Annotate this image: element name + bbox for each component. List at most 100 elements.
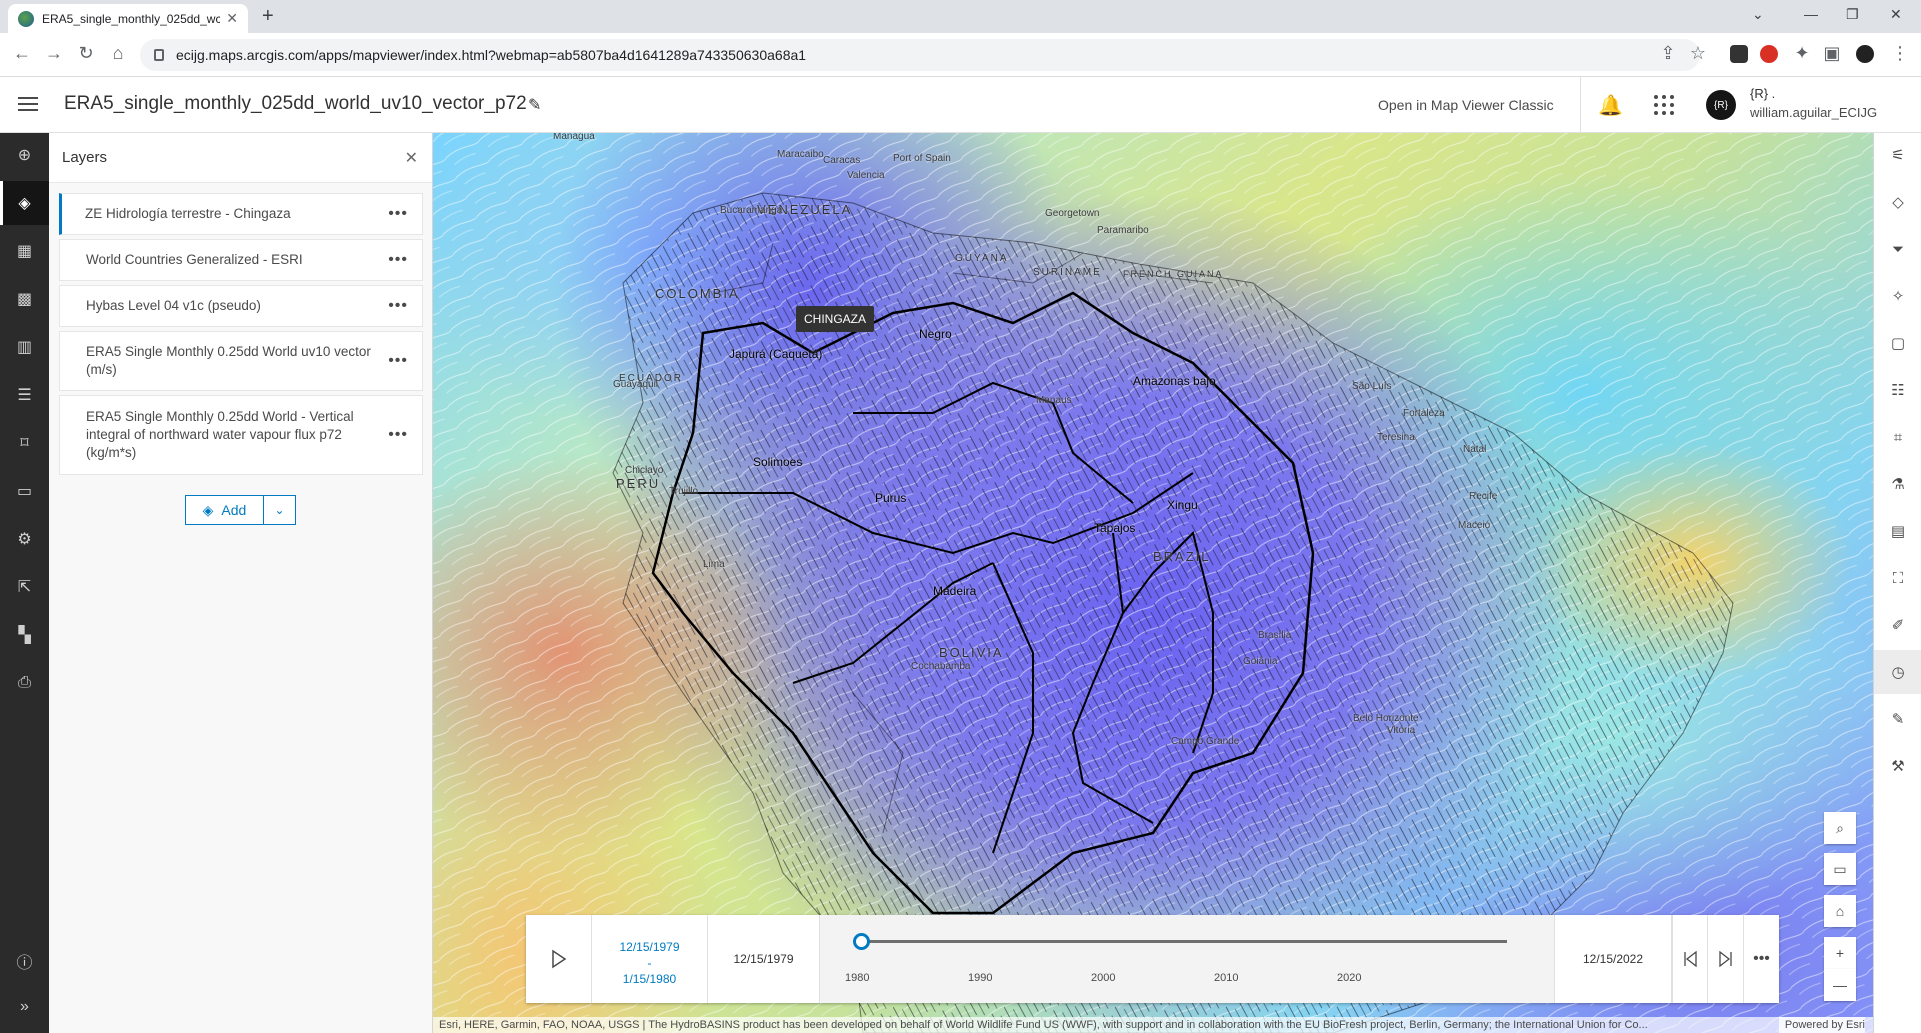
layer-item[interactable]: ZE Hidrología terrestre - Chingaza ••• bbox=[59, 193, 423, 235]
add-icon[interactable]: ⊕ bbox=[17, 147, 32, 164]
apps-icon[interactable]: ▚ bbox=[18, 627, 31, 644]
city-label: Port of Spain bbox=[893, 153, 951, 164]
extension-icon[interactable] bbox=[1730, 45, 1748, 63]
layer-item[interactable]: ERA5 Single Monthly 0.25dd World uv10 ve… bbox=[59, 331, 423, 391]
play-button[interactable] bbox=[526, 915, 592, 1003]
user-name[interactable]: {R} . bbox=[1750, 86, 1776, 101]
reload-icon[interactable]: ↻ bbox=[78, 43, 94, 63]
back-icon[interactable]: ← bbox=[13, 43, 31, 63]
chevron-down-icon[interactable]: ⌄ bbox=[1752, 6, 1764, 22]
sketch-icon[interactable]: ✐ bbox=[1891, 617, 1905, 634]
basin-label: Madeira bbox=[933, 584, 977, 598]
fields-icon[interactable]: ☷ bbox=[1891, 382, 1905, 399]
powered-by-esri[interactable]: Powered by Esri bbox=[1778, 1017, 1865, 1033]
range-end: 1/15/1980 bbox=[622, 972, 677, 986]
amazon-basin-boundary bbox=[651, 291, 1315, 915]
expand-icon[interactable]: » bbox=[20, 998, 29, 1015]
filter-icon[interactable]: ⏷ bbox=[1891, 240, 1904, 258]
bookmarks-icon[interactable]: ⌑ bbox=[20, 435, 29, 452]
close-window-icon[interactable]: ✕ bbox=[1890, 6, 1902, 22]
close-panel-icon[interactable]: ✕ bbox=[404, 149, 418, 167]
time-icon[interactable]: ◷ bbox=[1874, 650, 1921, 694]
city-label: Trujillo bbox=[669, 486, 699, 497]
open-classic-link[interactable]: Open in Map Viewer Classic bbox=[1378, 97, 1554, 113]
url-input[interactable]: ecijg.maps.arcgis.com/apps/mapviewer/ind… bbox=[140, 39, 1700, 71]
home-icon[interactable]: ⌂ bbox=[112, 43, 124, 63]
layers-icon: ◈ bbox=[202, 501, 214, 518]
map-attribution: Esri, HERE, Garmin, FAO, NOAA, USGS | Th… bbox=[433, 1017, 1873, 1033]
basin-label: Xingu bbox=[1167, 498, 1198, 512]
adblock-icon[interactable] bbox=[1760, 45, 1778, 63]
labels-icon[interactable]: ⌗ bbox=[1893, 428, 1903, 446]
layer-options-icon[interactable]: ••• bbox=[388, 297, 408, 314]
layer-options-icon[interactable]: ••• bbox=[388, 352, 408, 369]
layer-item[interactable]: World Countries Generalized - ESRI ••• bbox=[59, 239, 423, 281]
configure-icon[interactable]: ▤ bbox=[1890, 523, 1906, 540]
city-label: Chiclayo bbox=[625, 465, 664, 476]
forward-icon[interactable]: → bbox=[45, 43, 63, 63]
next-button[interactable] bbox=[1708, 915, 1744, 1003]
previous-button[interactable] bbox=[1672, 915, 1708, 1003]
layer-label: Hybas Level 04 v1c (pseudo) bbox=[86, 298, 261, 313]
add-dropdown-button[interactable]: ⌄ bbox=[264, 495, 296, 525]
home-extent-icon[interactable]: ⌂ bbox=[1824, 895, 1856, 927]
search-icon[interactable]: ⌕ bbox=[1824, 812, 1856, 844]
add-layer-button[interactable]: ◈ Add bbox=[185, 495, 264, 525]
restore-icon[interactable]: ❐ bbox=[1846, 6, 1859, 22]
layer-item[interactable]: Hybas Level 04 v1c (pseudo) ••• bbox=[59, 285, 423, 327]
print-icon[interactable]: ⎙ bbox=[18, 674, 31, 691]
effects-icon[interactable]: ✧ bbox=[1891, 288, 1905, 305]
layers-panel: Layers ✕ ZE Hidrología terrestre - Ching… bbox=[49, 133, 433, 1033]
styles-icon[interactable]: ◇ bbox=[1892, 194, 1904, 211]
layer-label: World Countries Generalized - ESRI bbox=[86, 252, 303, 267]
tools-icon[interactable]: ⚒ bbox=[1891, 758, 1905, 775]
layers-icon[interactable]: ◈ bbox=[0, 181, 49, 225]
slider-options-icon[interactable]: ••• bbox=[1753, 950, 1770, 967]
share-icon[interactable]: ⇪ bbox=[1660, 43, 1676, 63]
layer-item[interactable]: ERA5 Single Monthly 0.25dd World - Verti… bbox=[59, 395, 423, 475]
charts-icon[interactable]: ▥ bbox=[16, 339, 33, 356]
edit-title-icon[interactable]: ✎ bbox=[528, 97, 542, 114]
slider-track-area[interactable]: 1980 1990 2000 2010 2020 bbox=[820, 915, 1555, 1003]
right-toolbar: ⚟ ◇ ⏷ ✧ ▢ ☷ ⌗ ⚗ ▤ ⛶ ✐ ◷ ✎ ⚒ bbox=[1873, 133, 1921, 1033]
layer-options-icon[interactable]: ••• bbox=[388, 426, 408, 443]
avatar[interactable]: {R} bbox=[1706, 90, 1736, 120]
sidepanel-icon[interactable]: ▣ bbox=[1823, 43, 1841, 63]
media-icon[interactable]: ▭ bbox=[16, 483, 33, 500]
layer-options-icon[interactable]: ••• bbox=[388, 205, 408, 222]
browser-tab-bar: ERA5_single_monthly_025dd_wc ✕ + ⌄ — ❐ ✕ bbox=[0, 0, 1921, 33]
bookmark-star-icon[interactable]: ☆ bbox=[1689, 43, 1707, 63]
hamburger-icon[interactable] bbox=[18, 97, 38, 111]
puzzle-icon[interactable]: ✦ bbox=[1794, 43, 1810, 63]
popups-icon[interactable]: ▢ bbox=[1890, 335, 1906, 352]
new-tab-icon[interactable]: + bbox=[262, 5, 274, 27]
user-id[interactable]: william.aguilar_ECIJG bbox=[1750, 105, 1878, 120]
map-view[interactable]: VENEZUELA COLOMBIA PERU BOLIVIA BRAZIL E… bbox=[433, 133, 1873, 1033]
country-borders bbox=[712, 242, 1214, 834]
fullscreen-icon[interactable]: ▭ bbox=[1824, 853, 1856, 885]
profile-icon[interactable] bbox=[1856, 45, 1874, 63]
slider-thumb[interactable] bbox=[853, 933, 870, 950]
properties-icon[interactable]: ⚟ bbox=[1891, 147, 1905, 164]
settings-icon[interactable]: ⚙ bbox=[17, 531, 32, 548]
analysis-icon[interactable]: ⚗ bbox=[1891, 476, 1905, 493]
chingaza-popup-label[interactable]: CHINGAZA bbox=[796, 306, 875, 332]
info-icon[interactable]: ⓘ bbox=[16, 955, 33, 972]
measure-icon[interactable]: ⛶ bbox=[1892, 569, 1904, 587]
table-icon[interactable]: ▦ bbox=[16, 243, 33, 260]
menu-icon[interactable]: ⋮ bbox=[1891, 43, 1909, 63]
legend-icon[interactable]: ☰ bbox=[17, 387, 32, 404]
layer-options-icon[interactable]: ••• bbox=[388, 251, 408, 268]
slider-track[interactable] bbox=[862, 940, 1507, 943]
zoom-in-icon[interactable]: + bbox=[1824, 937, 1856, 969]
minimize-icon[interactable]: — bbox=[1804, 6, 1818, 22]
city-label: Goiânia bbox=[1243, 656, 1278, 667]
basemap-icon[interactable]: ▩ bbox=[16, 291, 33, 308]
browser-tab[interactable]: ERA5_single_monthly_025dd_wc ✕ bbox=[8, 4, 248, 33]
edit-icon[interactable]: ✎ bbox=[1891, 711, 1905, 728]
zoom-out-icon[interactable]: — bbox=[1824, 969, 1856, 1001]
close-tab-icon[interactable]: ✕ bbox=[226, 10, 238, 26]
bell-icon[interactable]: 🔔 bbox=[1598, 95, 1623, 117]
app-launcher-icon[interactable] bbox=[1654, 95, 1674, 115]
save-icon[interactable]: ⇱ bbox=[17, 579, 32, 596]
